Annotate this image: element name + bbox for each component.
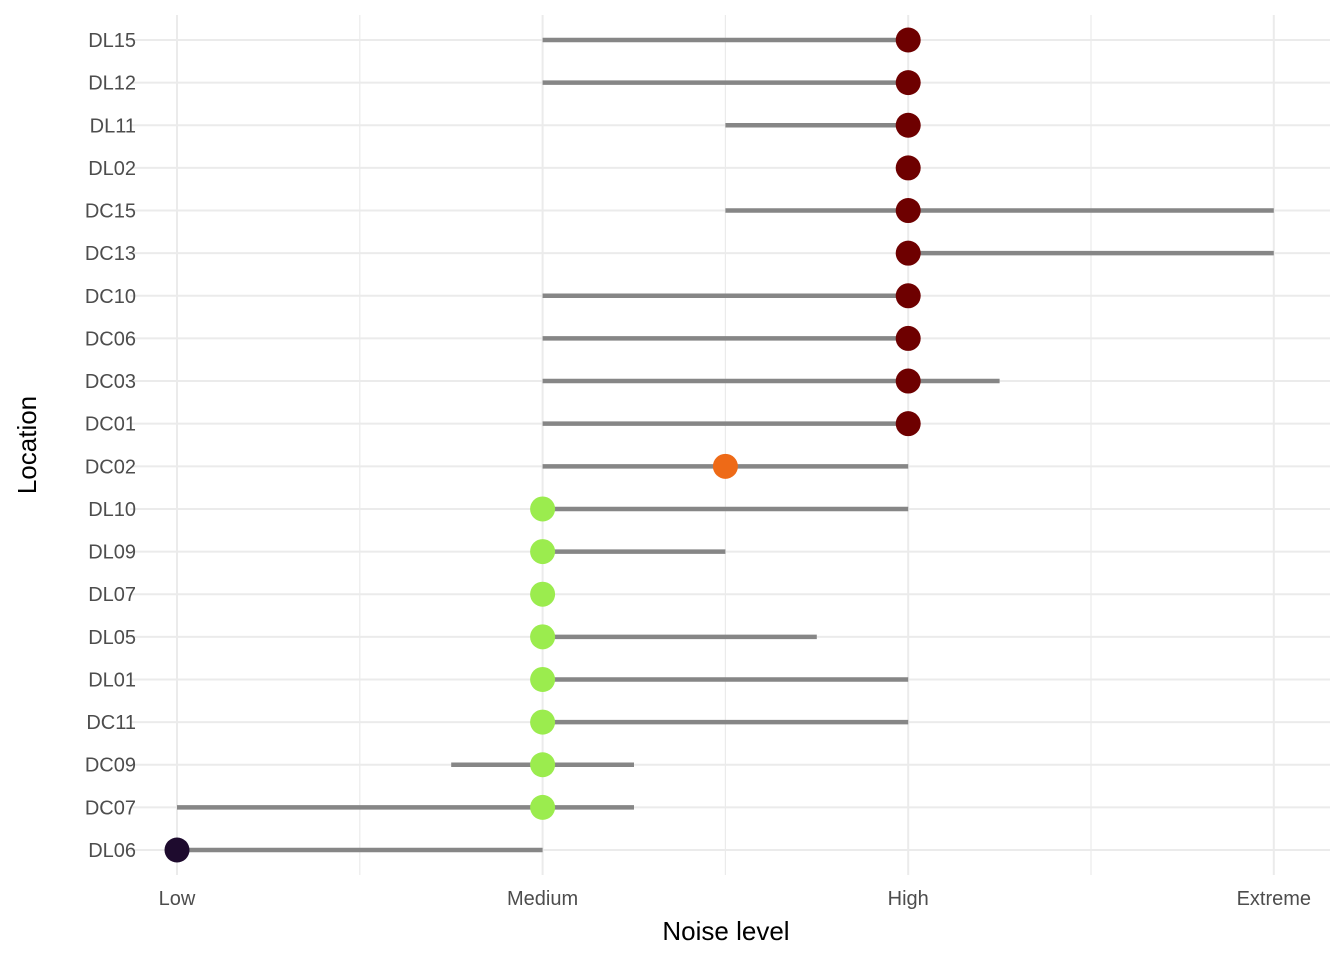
y-tick-labels: DL15 DL12 DL11 DL02 DC15 DC13 DC10 DC06 DC03 DC01… — [85, 30, 136, 862]
y-tick-label: DL02 — [88, 158, 136, 180]
y-tick-label: DL15 — [88, 30, 136, 52]
data-point — [530, 709, 556, 735]
y-tick-label: DC10 — [85, 286, 136, 308]
data-point — [895, 368, 921, 394]
y-tick-label: DL10 — [88, 499, 136, 521]
data-point — [895, 325, 921, 351]
y-tick-label: DC06 — [85, 328, 136, 350]
data-point — [895, 411, 921, 437]
data-point — [164, 837, 190, 863]
x-tick-labels: Low Medium High Extreme — [159, 888, 1311, 910]
data-point — [895, 27, 921, 53]
range-lines — [177, 37, 1274, 853]
y-tick-label: DL06 — [88, 840, 136, 862]
data-point — [530, 624, 556, 650]
data-point — [530, 752, 556, 778]
y-tick-label: DL05 — [88, 627, 136, 649]
grid — [130, 15, 1330, 875]
data-point — [895, 112, 921, 138]
y-tick-label: DC13 — [85, 243, 136, 265]
y-tick-label: DC02 — [85, 456, 136, 478]
x-tick-label: Medium — [507, 888, 578, 910]
y-axis-title: Location — [12, 396, 42, 494]
data-point — [895, 155, 921, 181]
data-point — [895, 198, 921, 224]
data-point — [530, 581, 556, 607]
data-point — [712, 453, 738, 479]
data-point — [895, 240, 921, 266]
data-point — [895, 70, 921, 96]
y-tick-label: DL11 — [90, 115, 136, 137]
data-point — [895, 283, 921, 309]
x-tick-label: Low — [159, 888, 196, 910]
y-tick-label: DC11 — [86, 712, 136, 734]
x-tick-label: High — [888, 888, 929, 910]
y-tick-label: DL07 — [88, 584, 136, 606]
points — [164, 27, 921, 863]
data-point — [530, 794, 556, 820]
y-tick-label: DL12 — [88, 73, 136, 95]
x-tick-label: Extreme — [1237, 888, 1311, 910]
data-point — [530, 496, 556, 522]
y-tick-label: DC03 — [85, 371, 136, 393]
x-axis-title: Noise level — [662, 916, 789, 946]
y-tick-label: DL09 — [88, 542, 136, 564]
y-tick-label: DC01 — [85, 414, 136, 436]
y-tick-label: DC07 — [85, 797, 136, 819]
y-tick-label: DL01 — [88, 669, 136, 691]
y-tick-label: DC09 — [85, 755, 136, 777]
y-tick-label: DC15 — [85, 201, 136, 223]
data-point — [530, 666, 556, 692]
data-point — [530, 539, 556, 565]
